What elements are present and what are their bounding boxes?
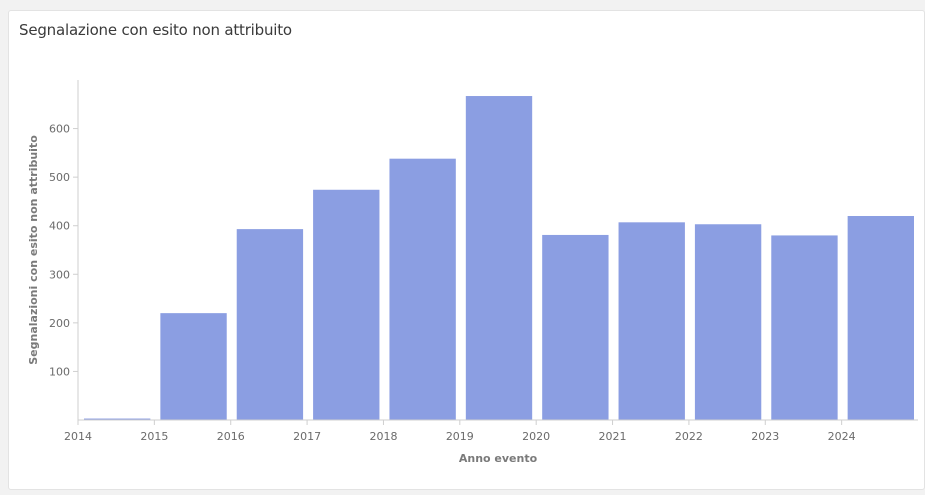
x-tick-label: 2023 bbox=[751, 430, 779, 443]
y-tick-label: 600 bbox=[49, 123, 70, 136]
y-tick-label: 300 bbox=[49, 268, 70, 281]
y-tick-label: 400 bbox=[49, 220, 70, 233]
x-tick-label: 2020 bbox=[522, 430, 550, 443]
panel-title: Segnalazione con esito non attribuito bbox=[19, 21, 292, 39]
y-tick-label: 200 bbox=[49, 317, 70, 330]
x-tick-label: 2019 bbox=[446, 430, 474, 443]
bar-2021[interactable] bbox=[618, 222, 685, 420]
x-axis-title: Anno evento bbox=[459, 452, 538, 465]
bar-2016[interactable] bbox=[236, 229, 304, 420]
bar-2023[interactable] bbox=[771, 235, 838, 420]
bar-2024[interactable] bbox=[847, 216, 914, 420]
bar-2018[interactable] bbox=[389, 158, 456, 420]
bar-2017[interactable] bbox=[313, 189, 380, 420]
x-tick-label: 2021 bbox=[599, 430, 627, 443]
y-tick-label: 100 bbox=[49, 365, 70, 378]
x-tick-label: 2017 bbox=[293, 430, 321, 443]
x-tick-label: 2015 bbox=[140, 430, 168, 443]
x-tick-label: 2014 bbox=[64, 430, 92, 443]
bar-2022[interactable] bbox=[694, 224, 762, 420]
bar-2020[interactable] bbox=[542, 234, 609, 420]
x-tick-label: 2016 bbox=[217, 430, 245, 443]
y-axis: 100 200 300 400 500 600 bbox=[49, 80, 79, 420]
y-tick-label: 500 bbox=[49, 171, 70, 184]
bar-2014[interactable] bbox=[84, 418, 151, 420]
bars-layer bbox=[84, 96, 914, 421]
x-tick-label: 2018 bbox=[369, 430, 397, 443]
x-tick-label: 2022 bbox=[675, 430, 703, 443]
bar-2019[interactable] bbox=[465, 96, 533, 421]
x-tick-label: 2024 bbox=[828, 430, 856, 443]
x-axis: 2014 2015 2016 2017 2018 2019 2020 2021 2022 2023… bbox=[64, 419, 918, 443]
y-axis-title: Segnalazioni con esito non attribuito bbox=[27, 135, 40, 365]
bar-2015[interactable] bbox=[160, 313, 227, 420]
